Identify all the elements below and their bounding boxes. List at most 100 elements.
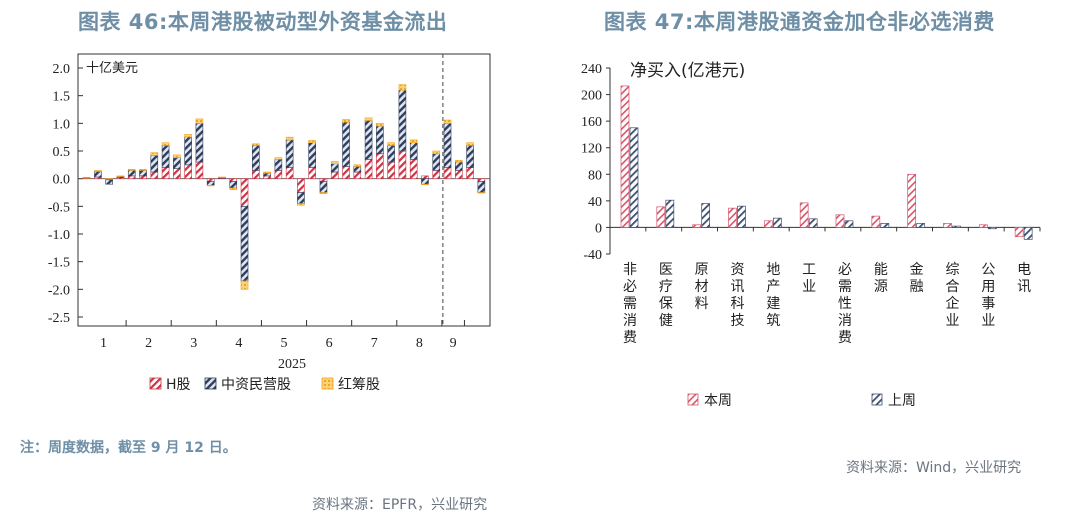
bar-red-chip — [240, 280, 249, 290]
y-unit-label: 十亿美元 — [86, 61, 138, 76]
bar-h-share — [432, 170, 441, 179]
y-tick-label: 2.0 — [53, 62, 71, 77]
bar-red-chip — [432, 150, 441, 155]
legend-swatch — [321, 377, 334, 390]
bar-chinese-private — [432, 153, 441, 171]
bar-red-chip — [455, 160, 463, 163]
bar-chinese-private — [263, 172, 271, 177]
bar-red-chip — [184, 134, 192, 138]
bar-h-share — [127, 175, 136, 179]
y-tick-label: 0 — [595, 221, 602, 236]
bar-red-chip — [364, 117, 373, 121]
bar-h-share — [466, 167, 474, 179]
bar-this-week — [907, 173, 917, 228]
bar-h-share — [263, 175, 271, 179]
legend-swatch — [687, 393, 699, 406]
bar-red-chip — [421, 183, 429, 186]
bar-last-week — [701, 203, 711, 228]
bar-red-chip — [443, 119, 452, 124]
bar-last-week — [772, 217, 782, 228]
bar-last-week — [737, 205, 746, 228]
x-month-label: 1 — [100, 336, 107, 351]
legend-label: H股 — [166, 377, 191, 393]
bar-last-week — [987, 227, 997, 230]
bar-h-share — [376, 153, 384, 179]
bar-this-week — [763, 220, 773, 228]
bar-chinese-private — [139, 170, 147, 177]
bar-red-chip — [297, 203, 305, 206]
bar-chinese-private — [127, 170, 136, 177]
bar-last-week — [629, 127, 639, 228]
bar-red-chip — [466, 142, 474, 146]
category-label: 原材料 — [695, 262, 709, 312]
bar-this-week — [978, 224, 988, 228]
x-month-label: 2 — [145, 336, 152, 351]
bar-chinese-private — [319, 181, 328, 193]
x-month-label: 9 — [450, 336, 457, 351]
bar-red-chip — [477, 192, 486, 194]
left-chart-title: 图表 46:本周港股被动型外资基金流出 — [78, 10, 448, 34]
legend-swatch — [204, 377, 217, 390]
fund-flow-chart: 十亿美元 2.0 1.5 1.0 0.5 0.0 -0.5 -1.0 -1.5 -2.0 -2.5 1… — [48, 53, 491, 393]
bar-chinese-private — [94, 171, 102, 178]
x-month-label: 3 — [190, 336, 197, 351]
bar-chinese-private — [240, 206, 249, 282]
bar-h-share — [409, 159, 418, 179]
bar-red-chip — [376, 123, 384, 127]
bar-this-week — [620, 85, 630, 228]
left-chart-note: 注：周度数据，截至 9 月 12 日。 — [20, 440, 237, 456]
plot-frame — [77, 53, 491, 327]
bar-red-chip — [173, 154, 181, 158]
x-month-label: 4 — [235, 336, 242, 351]
x-axis-title: 2025 — [278, 357, 306, 372]
bar-red-chip — [229, 187, 238, 191]
category-label: 能源 — [874, 262, 888, 295]
y-tick-label: 120 — [581, 142, 602, 157]
bar-this-week — [871, 215, 881, 228]
bar-chinese-private — [252, 145, 260, 171]
bar-h-share — [364, 159, 373, 179]
bar-h-share — [240, 178, 249, 207]
bar-red-chip — [218, 176, 226, 178]
bar-chinese-private — [409, 142, 418, 160]
bar-chinese-private — [387, 145, 395, 163]
bar-h-share — [421, 175, 429, 179]
bar-h-share — [342, 166, 350, 179]
bar-red-chip — [274, 157, 283, 160]
bar-chinese-private — [184, 136, 192, 166]
bar-red-chip — [127, 168, 136, 171]
y-tick-label: 200 — [581, 89, 602, 104]
bar-this-week — [1014, 227, 1024, 238]
y-tick-label: 0.0 — [53, 173, 71, 188]
bar-red-chip — [285, 136, 294, 141]
bar-chinese-private — [195, 123, 204, 163]
bar-chinese-private — [330, 163, 339, 173]
bar-chinese-private — [206, 181, 215, 186]
bar-h-share — [477, 178, 486, 182]
bar-chinese-private — [285, 139, 294, 168]
bar-h-share — [330, 171, 339, 179]
bar-h-share — [184, 164, 192, 179]
category-label: 电讯 — [1017, 262, 1031, 295]
legend-swatch — [149, 377, 162, 390]
category-label: 公用事业 — [981, 262, 995, 329]
bar-red-chip — [330, 161, 339, 165]
bar-chinese-private — [308, 142, 316, 168]
y-unit-label: 净买入(亿港元) — [630, 61, 745, 81]
y-tick-label: 1.0 — [53, 117, 71, 132]
bar-this-week — [835, 214, 845, 228]
bar-last-week — [1023, 227, 1033, 240]
bar-h-share — [206, 178, 215, 182]
bar-red-chip — [206, 185, 215, 187]
bar-h-share — [353, 171, 362, 179]
bar-red-chip — [252, 143, 260, 146]
bar-chinese-private — [421, 178, 429, 185]
legend-label: 中资民营股 — [221, 377, 291, 393]
bar-red-chip — [139, 168, 147, 171]
bar-last-week — [665, 199, 675, 228]
x-month-label: 5 — [281, 336, 288, 351]
bar-last-week — [844, 220, 854, 228]
bar-chinese-private — [353, 166, 362, 173]
bar-chinese-private — [364, 120, 373, 160]
bar-h-share — [319, 178, 328, 182]
